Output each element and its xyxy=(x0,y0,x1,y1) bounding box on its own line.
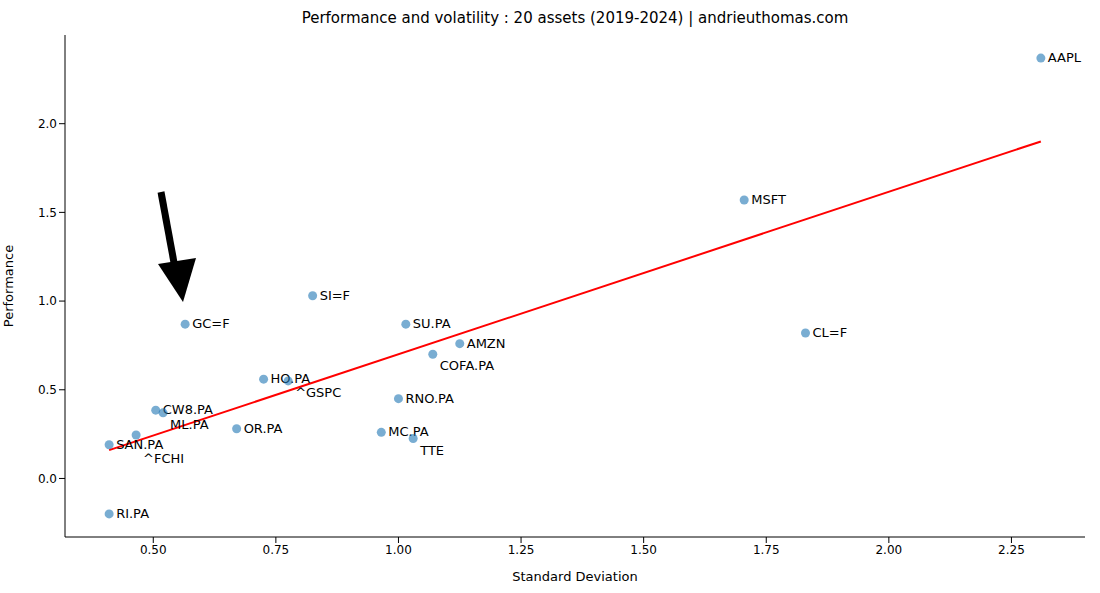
svg-text:2.00: 2.00 xyxy=(875,543,902,557)
svg-text:MSFT: MSFT xyxy=(751,192,786,207)
svg-text:1.25: 1.25 xyxy=(508,543,535,557)
svg-text:RI.PA: RI.PA xyxy=(116,506,149,521)
svg-text:2.0: 2.0 xyxy=(38,117,57,131)
svg-text:AMZN: AMZN xyxy=(467,336,506,351)
svg-text:ML.PA: ML.PA xyxy=(170,417,209,432)
svg-text:CL=F: CL=F xyxy=(812,325,847,340)
svg-text:2.25: 2.25 xyxy=(998,543,1025,557)
svg-text:Standard Deviation: Standard Deviation xyxy=(512,569,637,584)
svg-text:1.5: 1.5 xyxy=(38,206,57,220)
svg-text:GC=F: GC=F xyxy=(192,316,230,331)
svg-text:Performance: Performance xyxy=(8,245,16,327)
svg-text:HO.PA: HO.PA xyxy=(271,371,311,386)
svg-text:1.0: 1.0 xyxy=(38,294,57,308)
html-text:Performance and volatility : 2: Performance and volatility : 20 assets (… xyxy=(301,9,849,27)
svg-text:SI=F: SI=F xyxy=(320,288,350,303)
svg-text:TTE: TTE xyxy=(419,443,444,458)
svg-text:OR.PA: OR.PA xyxy=(244,421,283,436)
svg-text:0.0: 0.0 xyxy=(38,472,57,486)
svg-text:CW8.PA: CW8.PA xyxy=(163,402,213,417)
svg-text:1.50: 1.50 xyxy=(630,543,657,557)
svg-text:SAN.PA: SAN.PA xyxy=(116,437,163,452)
svg-text:1.00: 1.00 xyxy=(385,543,412,557)
svg-text:SU.PA: SU.PA xyxy=(413,316,451,331)
svg-text:0.75: 0.75 xyxy=(263,543,290,557)
svg-text:^FCHI: ^FCHI xyxy=(143,451,184,466)
svg-text:MC.PA: MC.PA xyxy=(388,424,428,439)
svg-text:0.50: 0.50 xyxy=(140,543,167,557)
svg-text:^GSPC: ^GSPC xyxy=(295,385,341,400)
svg-text:0.5: 0.5 xyxy=(38,383,57,397)
svg-text:AAPL: AAPL xyxy=(1048,50,1082,65)
svg-text:COFA.PA: COFA.PA xyxy=(440,358,494,373)
svg-text:RNO.PA: RNO.PA xyxy=(405,391,454,406)
svg-text:1.75: 1.75 xyxy=(753,543,780,557)
